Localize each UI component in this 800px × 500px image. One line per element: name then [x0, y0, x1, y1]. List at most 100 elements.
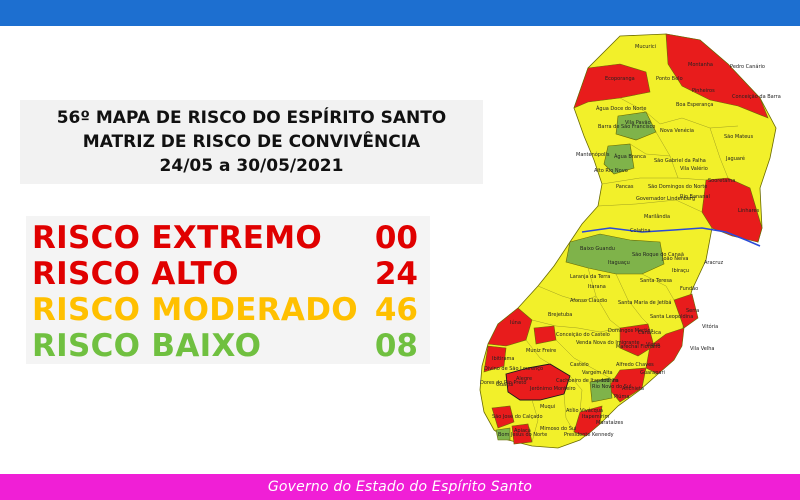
title-line-2: MATRIZ DE RISCO DE CONVIVÊNCIA [82, 132, 421, 152]
municipality-label: Iconha [602, 378, 619, 384]
municipality-label: Água Branca [614, 153, 646, 160]
footer-text: Governo do Estado do Espírito Santo [267, 479, 533, 495]
municipality-label: Boa Esperança [676, 102, 713, 108]
region-serra [673, 293, 699, 329]
region-rio-novo-do-sul [589, 377, 613, 403]
municipality-label: Ibitirama [492, 356, 514, 362]
municipality-label: São Gabriel da Palha [654, 158, 706, 164]
municipality-label: Serra [686, 308, 699, 314]
municipality-label: Viana [646, 342, 660, 348]
municipality-label: Água Doce do Norte [596, 105, 646, 112]
municipality-label: João Neiva [661, 256, 688, 262]
municipality-label: São José do Calçado [492, 413, 543, 420]
municipality-label: Vila Valério [680, 165, 708, 172]
municipality-label: Brejetuba [548, 312, 572, 318]
legend-label-alto: RISCO ALTO [32, 256, 239, 292]
municipality-label: Venda Nova do Imigrante [576, 340, 640, 346]
municipality-label: Guarapari [640, 370, 665, 376]
municipality-label: Vila Pavão [625, 120, 651, 126]
legend-label-moderado: RISCO MODERADO [32, 292, 358, 328]
municipality-label: Conceição da Barra [732, 94, 781, 100]
municipality-label: Mimoso do Sul [540, 426, 576, 432]
map-labels: Mucurici Montanha Pedro Canário Ecoporanga P… [480, 44, 781, 438]
municipality-label: Presidente Kennedy [564, 432, 614, 438]
municipality-label: Jaguaré [725, 155, 745, 162]
region-bom-jesus-do-norte [495, 427, 511, 441]
municipality-label: Atílio Vivácqua [566, 407, 603, 414]
municipality-label: São Mateus [724, 134, 753, 140]
municipality-borders [525, 97, 739, 443]
bottom-color-bar: Governo do Estado do Espírito Santo [0, 474, 800, 500]
legend-count-moderado: 46 [374, 292, 418, 328]
municipality-label: Alto Rio Novo [594, 168, 628, 174]
municipality-label: Mantenópolis [576, 151, 610, 158]
municipality-label: Nova Venécia [660, 127, 694, 134]
municipality-label: Rio Bananal [680, 194, 710, 200]
municipality-label: Santa Maria de Jetibá [618, 299, 671, 306]
legend-count-alto: 24 [374, 256, 418, 292]
municipality-label: Marataízes [596, 419, 624, 426]
municipality-label: Apiacá [514, 427, 531, 434]
municipality-label: Santa Teresa [640, 278, 672, 284]
region-agua-branca [603, 143, 635, 175]
municipality-label: São Roque do Canaã [632, 252, 684, 258]
municipality-label: Fundão [680, 286, 698, 292]
municipality-label: Marilândia [644, 213, 670, 220]
municipality-label: Laranja da Terra [570, 274, 610, 280]
municipality-label: Castelo [570, 362, 589, 368]
municipality-label: Pancas [616, 184, 634, 190]
municipality-label: Muniz Freire [526, 348, 556, 354]
municipality-label: Linhares [738, 208, 760, 214]
municipality-label: Barra de São Francisco [598, 124, 655, 130]
legend-row-moderado: RISCO MODERADO 46 [26, 292, 430, 328]
municipality-label: Ponto Belo [656, 76, 683, 82]
region-itapemirim-marataizes [573, 405, 603, 437]
municipality-label: Mucurici [635, 44, 656, 50]
municipality-label: Alegre [516, 376, 532, 382]
legend-row-alto: RISCO ALTO 24 [26, 256, 430, 292]
municipality-label: Bom Jesus do Norte [498, 432, 547, 438]
municipality-label: Aracruz [704, 260, 724, 266]
municipality-label: Piúma [614, 393, 629, 400]
municipality-label: Itarana [588, 284, 606, 290]
region-linhares [701, 177, 763, 243]
legend-row-extremo: RISCO EXTREMO 00 [26, 220, 430, 256]
municipality-label: Cachoeiro de Itapemirim [556, 378, 618, 384]
municipality-label: Vitória [702, 323, 718, 330]
municipality-label: Santa Leopoldina [650, 314, 693, 320]
municipality-label: Iúna [510, 319, 521, 326]
municipality-label: Vargem Alta [582, 370, 613, 376]
region-montanha-pinheiros [665, 33, 769, 119]
region-ecoporanga [573, 63, 651, 109]
map-svg: Mucurici Montanha Pedro Canário Ecoporanga P… [479, 33, 781, 449]
municipality-label: Jerônimo Monteiro [529, 385, 576, 392]
municipality-label: Cariacica [638, 330, 661, 336]
municipality-label: Dores do Rio Preto [480, 380, 526, 386]
municipality-label: Divino de São Lourenço [484, 366, 543, 372]
top-color-bar [0, 0, 800, 26]
municipality-label: Muqui [540, 404, 555, 410]
title-panel: 56º MAPA DE RISCO DO ESPÍRITO SANTO MATR… [20, 100, 483, 184]
river-rio-doce [581, 227, 761, 247]
municipality-label: Marechal Floriano [616, 344, 660, 350]
municipality-label: Baixo Guandu [580, 246, 615, 252]
legend-label-baixo: RISCO BAIXO [32, 328, 262, 364]
municipality-label: Pedro Canário [730, 63, 765, 70]
legend-label-extremo: RISCO EXTREMO [32, 220, 322, 256]
title-line-3: 24/05 a 30/05/2021 [159, 156, 344, 176]
municipality-label: Pinheiros [692, 88, 715, 94]
region-ibitirama [483, 345, 507, 373]
title-line-1: 56º MAPA DE RISCO DO ESPÍRITO SANTO [56, 108, 447, 128]
municipality-label: Domingos Martins [608, 328, 654, 334]
municipality-label: Guaçuí [496, 381, 514, 388]
municipality-label: Governador Lindenberg [636, 196, 695, 202]
region-baixo-guandu-itaguacu [565, 233, 665, 275]
municipality-label: Sooretama [708, 178, 735, 184]
municipality-label: Afonso Cláudio [570, 297, 607, 304]
municipality-label: Conceição do Castelo [556, 332, 610, 338]
legend-count-baixo: 08 [374, 328, 418, 364]
municipality-label: Rio Novo do Sul [592, 384, 631, 390]
region-cariacica-viana [619, 323, 655, 357]
municipality-label: Ecoporanga [605, 76, 635, 82]
municipality-label: Itapemirim [582, 414, 609, 420]
